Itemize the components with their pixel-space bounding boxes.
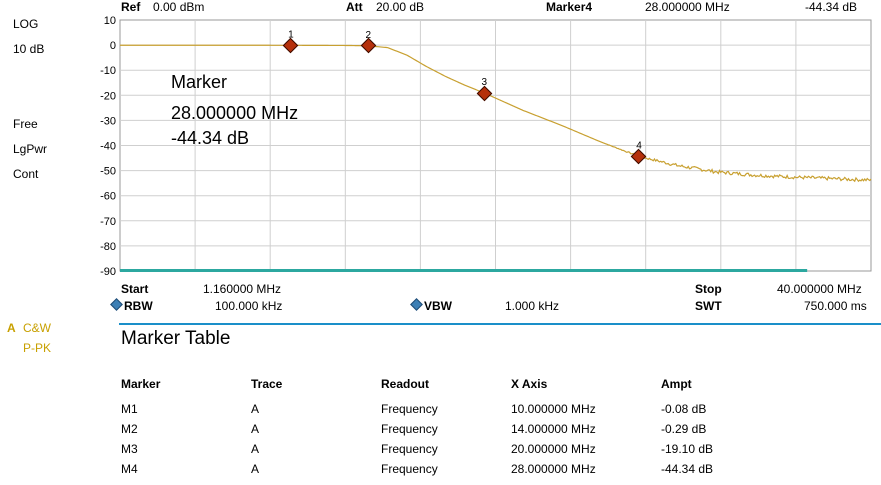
table-cell: Frequency [381, 402, 438, 416]
vbw-value: 1.000 kHz [505, 299, 560, 313]
scale-type-label: LOG [13, 17, 39, 31]
free-label: Free [13, 117, 38, 131]
trace-line [120, 44, 872, 183]
table-cell: Frequency [381, 462, 438, 476]
table-cell: -0.29 dB [661, 422, 707, 436]
y-tick-label: -30 [100, 115, 116, 127]
table-cell: M3 [121, 442, 138, 456]
trace-detector-label-2: P-PK [23, 341, 52, 355]
swt-value: 750.000 ms [804, 299, 867, 313]
marker-label: 4 [636, 140, 642, 151]
trace-a [120, 44, 872, 183]
stop-value: 40.000000 MHz [777, 282, 862, 296]
table-cell: -0.08 dB [661, 402, 707, 416]
table-header-ampt: Ampt [661, 377, 692, 391]
y-tick-label: 10 [104, 15, 116, 27]
y-tick-label: 0 [110, 40, 116, 52]
swt-label: SWT [695, 299, 722, 313]
y-tick-label: -60 [100, 191, 116, 203]
table-cell: A [251, 422, 260, 436]
table-cell: 28.000000 MHz [511, 462, 596, 476]
marker-header-ampt: -44.34 dB [805, 0, 858, 14]
att-value: 20.00 dB [376, 0, 425, 14]
att-label: Att [346, 0, 363, 14]
table-cell: -44.34 dB [661, 462, 714, 476]
table-header-trace: Trace [251, 377, 283, 391]
y-tick-labels: 10 0 -10 -20 -30 -40 -50 -60 -70 -80 -90 [100, 15, 116, 278]
baseline-strip [120, 269, 808, 272]
rbw-item[interactable]: RBW [110, 298, 153, 313]
marker-label: 1 [288, 29, 294, 40]
table-cell: A [251, 462, 260, 476]
table-cell: 14.000000 MHz [511, 422, 596, 436]
marker-header-label: Marker4 [546, 0, 593, 14]
table-cell: A [251, 442, 260, 456]
marker-label: 3 [482, 77, 488, 88]
table-separator [119, 323, 881, 325]
y-tick-label: -50 [100, 166, 116, 178]
lgpwr-label: LgPwr [13, 142, 48, 156]
y-tick-label: -40 [100, 141, 116, 153]
marker-table-title: Marker Table [121, 328, 231, 349]
table-cell: Frequency [381, 442, 438, 456]
marker-labels: 1 2 3 4 [288, 29, 642, 151]
diamond-icon [410, 298, 423, 311]
table-header-x-axis: X Axis [511, 377, 548, 391]
table-cell: Frequency [381, 422, 438, 436]
y-tick-label: -20 [100, 90, 116, 102]
marker-annotation-freq: 28.000000 MHz [171, 103, 299, 123]
table-cell: A [251, 402, 260, 416]
table-cell: -19.10 dB [661, 442, 714, 456]
trace-a-label: A [7, 321, 16, 335]
diamond-icon [110, 298, 123, 311]
table-cell: M4 [121, 462, 138, 476]
y-tick-label: -80 [100, 241, 116, 253]
stop-label: Stop [695, 282, 722, 296]
table-header-readout: Readout [381, 377, 429, 391]
table-cell: M2 [121, 422, 138, 436]
start-label: Start [121, 282, 149, 296]
y-tick-label: -70 [100, 216, 116, 228]
vbw-item[interactable]: VBW [410, 298, 452, 313]
scale-div-label: 10 dB [13, 42, 45, 56]
y-tick-label: -10 [100, 65, 116, 77]
rbw-value: 100.000 kHz [215, 299, 283, 313]
table-cell: 20.000000 MHz [511, 442, 596, 456]
start-value: 1.160000 MHz [203, 282, 282, 296]
ref-label: Ref [121, 0, 141, 14]
table-header-marker: Marker [121, 377, 161, 391]
y-tick-label: -90 [100, 266, 116, 278]
trace-detector-label: C&W [23, 321, 51, 335]
vbw-label: VBW [424, 299, 452, 313]
spectrum-plot[interactable]: 10 0 -10 -20 -30 -40 -50 -60 -70 -80 -90 1 2 3 4 [0, 0, 881, 300]
ref-value: 0.00 dBm [153, 0, 205, 14]
marker-header-freq: 28.000000 MHz [645, 0, 730, 14]
rbw-label: RBW [124, 299, 153, 313]
marker-annotation-title: Marker [171, 72, 228, 92]
cont-label: Cont [13, 167, 39, 181]
table-cell: M1 [121, 402, 138, 416]
marker-label: 2 [365, 30, 371, 41]
marker-annotation-ampt: -44.34 dB [171, 128, 250, 148]
table-cell: 10.000000 MHz [511, 402, 596, 416]
